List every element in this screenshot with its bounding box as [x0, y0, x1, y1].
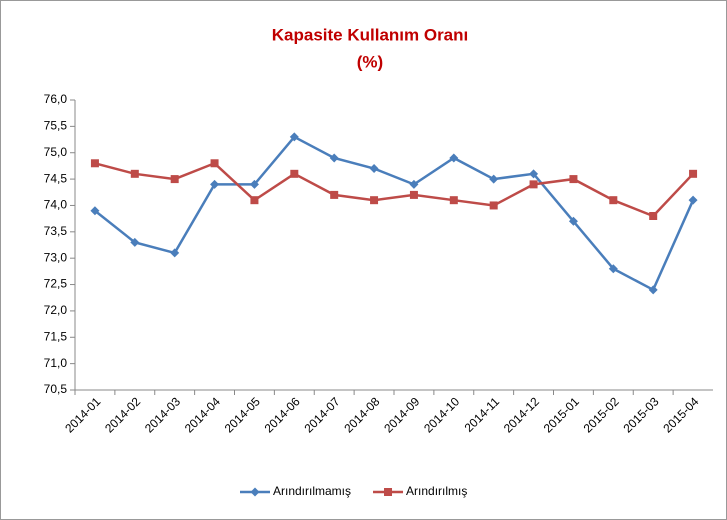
y-tick-label: 71,0 [44, 356, 68, 370]
marker [608, 264, 618, 274]
marker [529, 169, 539, 179]
y-tick-label: 75,0 [44, 145, 68, 159]
marker [649, 212, 658, 220]
marker [130, 237, 140, 247]
marker [449, 196, 458, 205]
marker [210, 159, 219, 168]
y-tick-label: 73,5 [44, 224, 68, 238]
y-tick-label: 72,5 [44, 277, 68, 291]
marker [569, 175, 578, 184]
marker [170, 248, 180, 258]
marker [330, 190, 339, 199]
marker [409, 179, 419, 189]
marker [250, 196, 259, 205]
marker [688, 195, 698, 205]
marker [609, 196, 618, 205]
marker [369, 164, 379, 174]
chart-subtitle: (%) [357, 52, 383, 71]
y-tick-label: 76,0 [44, 92, 68, 106]
marker [568, 216, 578, 226]
y-tick-label: 73,0 [44, 250, 68, 264]
series-line [94, 161, 694, 218]
marker [90, 159, 99, 168]
marker [290, 169, 299, 178]
marker [648, 285, 658, 295]
y-tick-label: 74,5 [44, 171, 68, 185]
marker [90, 206, 100, 216]
marker [489, 201, 498, 210]
y-tick-label: 75,5 [44, 119, 68, 133]
marker [384, 488, 393, 496]
marker [289, 132, 299, 142]
chart-title: Kapasite Kullanım Oranı [272, 25, 469, 44]
legend: Arındırılmamış Arındırılmış [240, 484, 467, 498]
y-tick-label: 70,5 [44, 382, 68, 396]
marker [409, 190, 418, 199]
marker [249, 179, 259, 189]
marker [529, 180, 538, 189]
marker [170, 175, 179, 184]
marker [449, 153, 459, 163]
marker [210, 179, 220, 189]
y-tick-label: 71,5 [44, 329, 68, 343]
legend-label: Arındırılmış [406, 484, 467, 498]
y-tick-label: 72,0 [44, 303, 68, 317]
legend-label: Arındırılmamış [273, 484, 351, 498]
series-line [94, 135, 695, 292]
marker [489, 174, 499, 184]
marker [250, 487, 260, 497]
marker [329, 153, 339, 163]
marker [130, 169, 139, 178]
marker [689, 169, 698, 178]
y-tick-label: 74,0 [44, 198, 68, 212]
marker [370, 196, 379, 205]
